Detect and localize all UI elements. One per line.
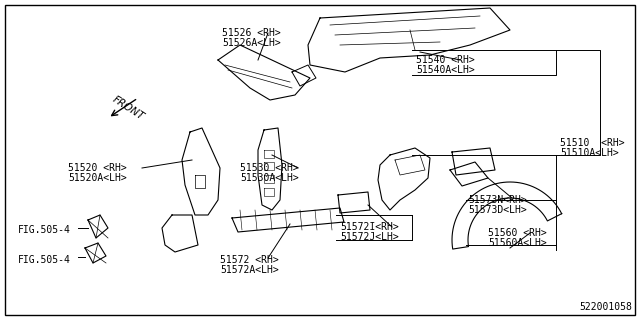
Text: 51560 <RH>: 51560 <RH> bbox=[488, 228, 547, 238]
Text: FRONT: FRONT bbox=[110, 94, 146, 122]
Text: 51572I<RH>: 51572I<RH> bbox=[340, 222, 399, 232]
Text: 51510A<LH>: 51510A<LH> bbox=[560, 148, 619, 158]
Text: 51510  <RH>: 51510 <RH> bbox=[560, 138, 625, 148]
Text: 51526A<LH>: 51526A<LH> bbox=[222, 38, 281, 48]
Text: 51520A<LH>: 51520A<LH> bbox=[68, 173, 127, 183]
Text: 51573D<LH>: 51573D<LH> bbox=[468, 205, 527, 215]
Text: 51520 <RH>: 51520 <RH> bbox=[68, 163, 127, 173]
Text: 51572A<LH>: 51572A<LH> bbox=[220, 265, 279, 275]
Text: FIG.505-4: FIG.505-4 bbox=[18, 225, 71, 235]
Text: FIG.505-4: FIG.505-4 bbox=[18, 255, 71, 265]
Text: 51573N<RH>: 51573N<RH> bbox=[468, 195, 527, 205]
Text: 51560A<LH>: 51560A<LH> bbox=[488, 238, 547, 248]
Text: 51540A<LH>: 51540A<LH> bbox=[416, 65, 475, 75]
Text: 51530 <RH>: 51530 <RH> bbox=[240, 163, 299, 173]
Text: 522001058: 522001058 bbox=[579, 302, 632, 312]
Text: 51530A<LH>: 51530A<LH> bbox=[240, 173, 299, 183]
Text: 51540 <RH>: 51540 <RH> bbox=[416, 55, 475, 65]
Text: 51526 <RH>: 51526 <RH> bbox=[222, 28, 281, 38]
Text: 51572J<LH>: 51572J<LH> bbox=[340, 232, 399, 242]
Text: 51572 <RH>: 51572 <RH> bbox=[220, 255, 279, 265]
